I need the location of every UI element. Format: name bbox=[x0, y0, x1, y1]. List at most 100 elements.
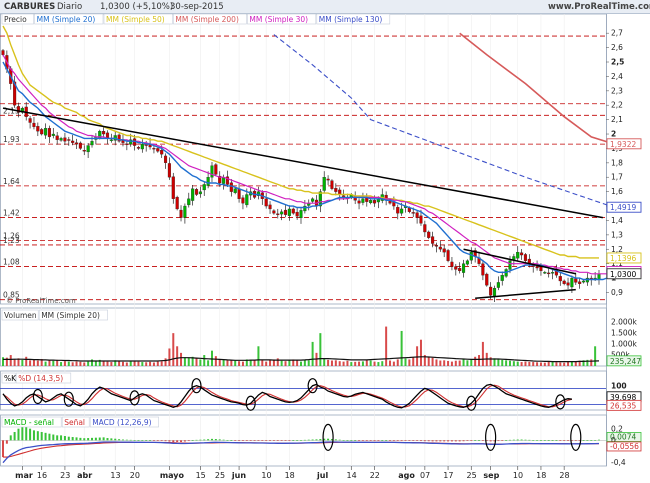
candle-body bbox=[109, 139, 113, 141]
price-panel bbox=[1, 25, 615, 302]
volume-bar bbox=[172, 333, 175, 366]
macd-hist-bar bbox=[381, 440, 384, 441]
candle-body bbox=[59, 138, 63, 141]
stoch-circle-7 bbox=[555, 394, 566, 410]
macd-hist-bar bbox=[5, 440, 8, 444]
volume-bar bbox=[528, 361, 531, 366]
candle-body bbox=[357, 200, 361, 204]
macd-hist-bar bbox=[222, 439, 225, 441]
macd-hist-bar bbox=[218, 439, 221, 441]
volume-bar bbox=[369, 360, 372, 366]
candle-body bbox=[311, 198, 315, 202]
candle-body bbox=[237, 188, 241, 199]
volume-bar bbox=[56, 359, 59, 366]
candle-body bbox=[167, 163, 171, 178]
candle-body bbox=[16, 106, 21, 113]
level-label-2: 1,64 bbox=[3, 177, 20, 186]
volume-tick-label: 500k bbox=[611, 351, 630, 360]
volume-bar bbox=[25, 356, 28, 366]
level-label-7: 0,85 bbox=[3, 291, 20, 300]
volume-tick-label: 2.000k bbox=[611, 318, 637, 327]
price-tick-label: 2,7 bbox=[611, 29, 623, 38]
volume-bar bbox=[447, 360, 450, 366]
volume-bar bbox=[396, 359, 399, 366]
level-label-0: 2,13 bbox=[3, 106, 20, 115]
candle-body bbox=[520, 252, 524, 256]
macd-legend-0: MACD - señal bbox=[4, 418, 54, 427]
macd-hist-bar bbox=[493, 440, 496, 442]
volume-bar bbox=[133, 361, 136, 366]
ma130-line bbox=[273, 34, 615, 209]
macd-hist-bar bbox=[412, 440, 415, 441]
price-legend-3: MM (Simple 200) bbox=[175, 15, 239, 24]
macd-hist-bar bbox=[377, 440, 380, 441]
stoch-circle-0 bbox=[32, 388, 43, 405]
macd-hist-bar bbox=[25, 427, 28, 441]
candle-body bbox=[20, 107, 24, 113]
macd-hist-bar bbox=[168, 440, 171, 442]
macd-value-label: 0,0074 bbox=[610, 432, 636, 441]
volume-bar bbox=[520, 362, 523, 366]
volume-bar bbox=[257, 346, 260, 366]
price-tick-label: 2,6 bbox=[611, 43, 623, 52]
volume-bar bbox=[288, 360, 291, 366]
candle-body bbox=[160, 150, 164, 155]
macd-hist-bar bbox=[528, 439, 531, 441]
volume-bar bbox=[570, 361, 573, 366]
macd-hist-bar bbox=[586, 440, 589, 441]
candle-body bbox=[191, 188, 195, 201]
macd-hist-bar bbox=[404, 440, 407, 441]
time-label-4: 13 bbox=[110, 471, 120, 480]
macd-circle-1 bbox=[485, 423, 497, 451]
time-label-19: sep bbox=[483, 471, 499, 480]
volume-bar bbox=[365, 360, 368, 366]
volume-bar bbox=[555, 362, 558, 366]
volume-bar bbox=[94, 360, 97, 366]
volume-bar bbox=[439, 360, 442, 366]
price-tick-label: 1,4 bbox=[611, 216, 623, 225]
macd-hist-bar bbox=[195, 439, 198, 441]
macd-tick-label: 0,2 bbox=[611, 425, 623, 434]
volume-bar bbox=[338, 361, 341, 366]
volume-bar bbox=[125, 362, 128, 366]
candle-body bbox=[446, 250, 450, 261]
volume-bar bbox=[214, 356, 217, 366]
volume-bar bbox=[32, 359, 35, 366]
volume-bar bbox=[354, 361, 357, 366]
macd-hist-bar bbox=[512, 439, 515, 441]
candle-body bbox=[245, 194, 249, 206]
macd-legend-box bbox=[1, 416, 62, 428]
price-tick-label: 1,2 bbox=[611, 245, 623, 254]
volume-bar bbox=[470, 359, 473, 366]
volume-bar bbox=[292, 359, 295, 366]
candle-body bbox=[496, 282, 500, 288]
macd-hist-bar bbox=[32, 430, 35, 441]
macd-hist-bar bbox=[214, 439, 217, 441]
candle-body bbox=[512, 256, 516, 260]
macd-hist-bar bbox=[29, 428, 32, 441]
macd-hist-bar bbox=[431, 440, 434, 442]
volume-bar bbox=[574, 361, 577, 366]
macd-hist-bar bbox=[83, 438, 86, 441]
volume-bar bbox=[91, 359, 94, 366]
candle-body bbox=[63, 137, 67, 142]
candle-body bbox=[326, 178, 330, 181]
candle-body bbox=[283, 209, 288, 215]
stoch-value-label-2: 26,535 bbox=[610, 401, 636, 410]
website-label: www.ProRealTime.com bbox=[548, 2, 650, 12]
candle-body bbox=[36, 126, 40, 132]
macd-hist-bar bbox=[257, 440, 260, 441]
macd-hist-bar bbox=[311, 439, 314, 441]
macd-hist-bar bbox=[524, 439, 527, 441]
volume-bar bbox=[358, 361, 361, 366]
volume-bar bbox=[203, 355, 206, 366]
trendline-1 bbox=[463, 248, 576, 275]
candle-body bbox=[218, 175, 222, 184]
stoch-circle-3 bbox=[191, 378, 202, 394]
candle-body bbox=[318, 191, 322, 207]
volume-bar bbox=[44, 361, 47, 366]
candle-body bbox=[129, 139, 133, 145]
stochastic-panel bbox=[0, 378, 606, 411]
macd-hist-bar bbox=[598, 439, 600, 441]
candle-body bbox=[117, 134, 121, 142]
